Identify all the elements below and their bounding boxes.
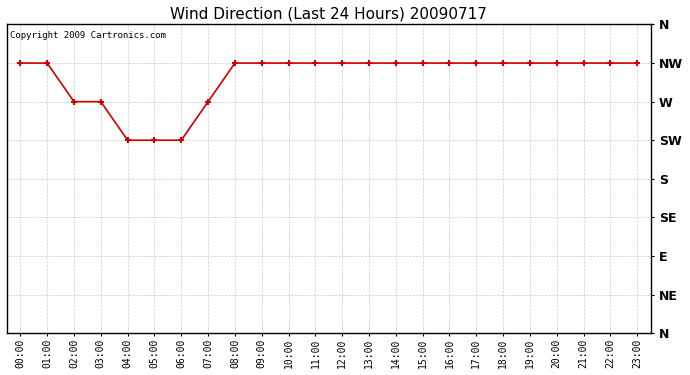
Text: Copyright 2009 Cartronics.com: Copyright 2009 Cartronics.com	[10, 31, 166, 40]
Title: Wind Direction (Last 24 Hours) 20090717: Wind Direction (Last 24 Hours) 20090717	[170, 7, 487, 22]
